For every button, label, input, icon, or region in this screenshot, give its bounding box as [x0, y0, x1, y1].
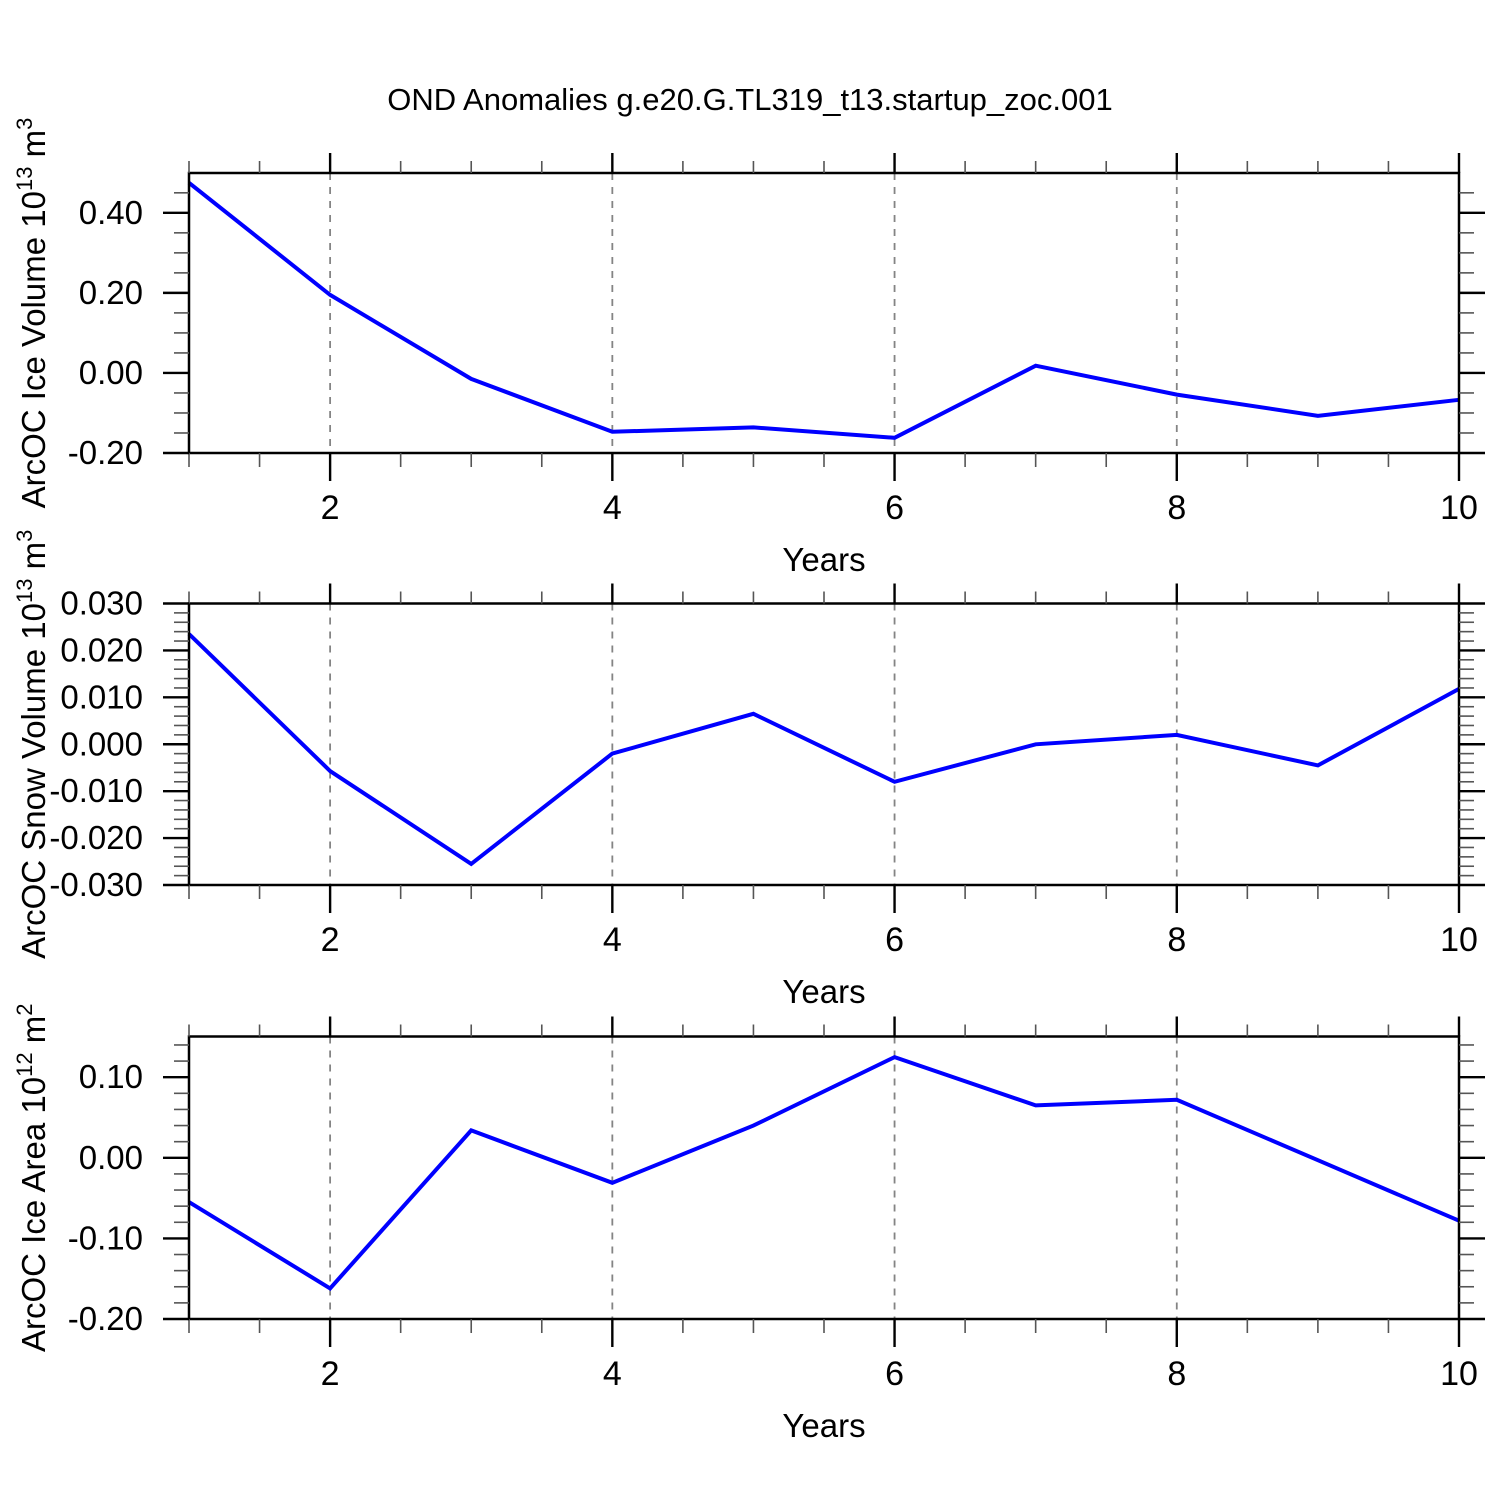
y-axis-title-text: ArcOC Ice Area 10 [15, 1077, 52, 1352]
panel-ice-area: 2 4 6 8 10 0.10 0.00 -0.10 -0.20 Years ArcOC Ice A… [12, 1003, 1485, 1444]
y-tick-label: 0.10 [79, 1058, 143, 1095]
y-tick-label: -0.20 [68, 434, 143, 471]
x-tick-label: 10 [1440, 489, 1478, 527]
y-tick-label: 0.40 [79, 194, 143, 231]
y-axis-title-superscript: 2 [12, 1003, 37, 1015]
y-axis-title-superscript: 3 [12, 530, 37, 542]
x-tick-label: 8 [1167, 1355, 1186, 1393]
y-tick-label: -0.10 [68, 1219, 143, 1256]
y-axis-title: ArcOC Ice Volume 1013 m3 [12, 118, 52, 509]
x-tick-label: 4 [603, 489, 622, 527]
x-tick-label: 8 [1167, 489, 1186, 527]
x-axis-title: Years [782, 973, 865, 1010]
y-tick-label: 0.020 [60, 631, 143, 668]
y-tick-label: 0.010 [60, 678, 143, 715]
panel-snow-volume: 2 4 6 8 10 0.030 0.020 0.010 0.000 -0.010 -0.020 -0… [12, 530, 1485, 1010]
x-tick-label: 8 [1167, 921, 1186, 959]
x-tick-label: 4 [603, 921, 622, 959]
y-tick-label: 0.000 [60, 725, 143, 762]
x-tick-label: 6 [885, 489, 904, 527]
x-tick-label: 2 [321, 489, 340, 527]
y-tick-label: 0.00 [79, 1139, 143, 1176]
y-axis-title-text: m [15, 130, 52, 167]
x-axis-title: Years [782, 1407, 865, 1444]
x-axis-title: Years [782, 541, 865, 578]
y-axis-title-superscript: 13 [12, 167, 37, 191]
x-tick-label: 2 [321, 1355, 340, 1393]
y-axis-title-superscript: 3 [12, 118, 37, 130]
y-tick-label: -0.020 [49, 819, 143, 856]
x-tick-label: 6 [885, 921, 904, 959]
data-line-ice-volume [187, 181, 1460, 440]
x-tick-label: 4 [603, 1355, 622, 1393]
plot-frame [187, 602, 1461, 887]
y-axis-title-text: ArcOC Ice Volume 10 [15, 191, 52, 508]
y-tick-label: -0.030 [49, 866, 143, 903]
plot-frame [187, 171, 1461, 455]
data-line-snow-volume [187, 632, 1460, 867]
y-axis-title-text: m [15, 542, 52, 579]
y-axis-title-text: ArcOC Snow Volume 10 [15, 603, 52, 959]
x-tick-label: 2 [321, 921, 340, 959]
x-tick-label: 10 [1440, 1355, 1478, 1393]
y-tick-label: 0.20 [79, 274, 143, 311]
plot-frame [187, 1035, 1461, 1321]
y-axis-title: ArcOC Ice Area 1012 m2 [12, 1003, 52, 1352]
panel-ice-volume: 2 4 6 8 10 0.40 0.20 0.00 -0.20 Years ArcOC Ice Vo… [12, 118, 1485, 578]
y-axis-title-superscript: 12 [12, 1052, 37, 1076]
y-tick-label: 0.030 [60, 585, 143, 622]
y-tick-label: -0.20 [68, 1300, 143, 1337]
y-axis-title: ArcOC Snow Volume 1013 m3 [12, 530, 52, 959]
y-tick-label: 0.00 [79, 354, 143, 391]
data-line-ice-area [187, 1054, 1460, 1291]
y-axis-title-superscript: 13 [12, 579, 37, 603]
figure-title: OND Anomalies g.e20.G.TL319_t13.startup_… [387, 82, 1113, 117]
x-tick-label: 10 [1440, 921, 1478, 959]
y-tick-label: -0.010 [49, 772, 143, 809]
x-tick-label: 6 [885, 1355, 904, 1393]
y-axis-title-text: m [15, 1016, 52, 1053]
